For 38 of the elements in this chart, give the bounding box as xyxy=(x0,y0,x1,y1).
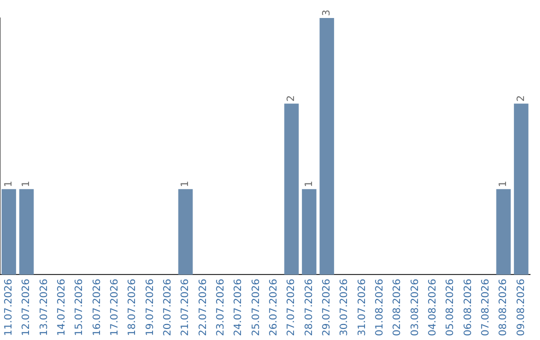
data-label: 1 xyxy=(3,180,14,188)
x-tick-label: 11.07.2026 xyxy=(3,278,14,336)
x-tick-label: 07.08.2026 xyxy=(480,278,492,336)
x-tick-label: 18.07.2026 xyxy=(127,278,138,336)
x-tick-label: 04.08.2026 xyxy=(427,278,438,336)
x-tick-label: 01.08.2026 xyxy=(374,278,386,336)
x-tick-label: 02.08.2026 xyxy=(392,278,404,336)
x-tick-label: 14.07.2026 xyxy=(56,278,68,336)
x-tick-label: 08.08.2026 xyxy=(498,278,510,336)
x-tick-label: 29.07.2026 xyxy=(321,278,332,336)
x-tick-label: 23.07.2026 xyxy=(215,278,226,336)
data-label: 1 xyxy=(180,180,192,188)
x-tick-label: 30.07.2026 xyxy=(339,278,350,336)
x-tick-label: 12.07.2026 xyxy=(21,278,32,336)
x-tick-label: 26.07.2026 xyxy=(268,278,280,336)
x-tick-label: 22.07.2026 xyxy=(198,278,209,336)
data-label: 2 xyxy=(286,95,298,102)
data-label: 1 xyxy=(21,180,32,188)
x-tick-label: 25.07.2026 xyxy=(250,278,262,336)
x-tick-label: 17.07.2026 xyxy=(109,278,120,336)
x-tick-label: 13.07.2026 xyxy=(38,278,50,336)
x-tick-label: 16.07.2026 xyxy=(92,278,103,336)
x-tick-label: 15.07.2026 xyxy=(74,278,86,336)
x-tick-label: 09.08.2026 xyxy=(516,278,527,336)
x-tick-label: 19.07.2026 xyxy=(144,278,156,336)
x-tick-label: 20.07.2026 xyxy=(162,278,174,336)
data-label: 2 xyxy=(516,95,527,102)
x-tick-label: 27.07.2026 xyxy=(286,278,298,336)
x-tick-label: 06.08.2026 xyxy=(462,278,474,336)
x-tick-label: 28.07.2026 xyxy=(304,278,315,336)
data-label: 1 xyxy=(304,180,315,188)
x-tick-label: 24.07.2026 xyxy=(233,278,244,336)
x-tick-label: 21.07.2026 xyxy=(180,278,192,336)
x-tick-label: 03.08.2026 xyxy=(410,278,421,336)
data-label: 1 xyxy=(498,180,510,188)
data-label: 3 xyxy=(321,10,332,16)
x-tick-label: 31.07.2026 xyxy=(356,278,368,336)
x-tick-label: 05.08.2026 xyxy=(445,278,456,336)
